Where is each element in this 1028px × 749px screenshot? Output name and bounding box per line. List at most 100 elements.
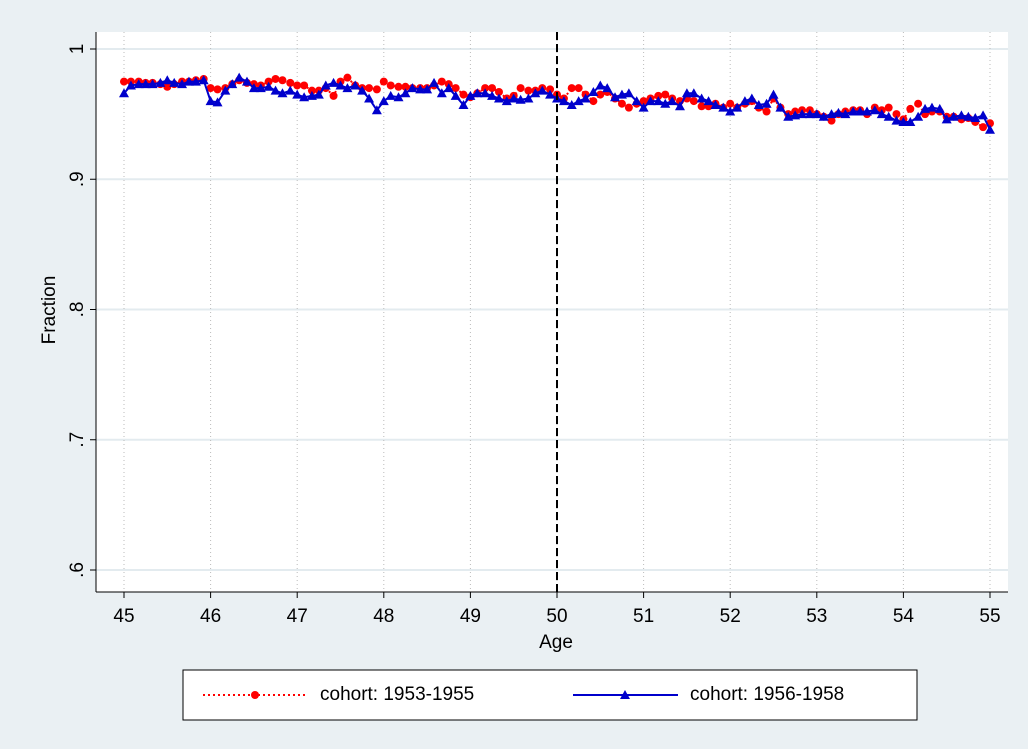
point bbox=[436, 88, 447, 98]
point bbox=[524, 86, 533, 95]
plot-region bbox=[96, 32, 1008, 592]
point bbox=[277, 88, 288, 98]
point bbox=[328, 77, 339, 87]
point bbox=[264, 77, 273, 86]
point bbox=[357, 85, 368, 95]
y-tick-label: .7 bbox=[67, 432, 88, 448]
point bbox=[307, 86, 316, 95]
point bbox=[905, 116, 916, 126]
point bbox=[725, 106, 736, 116]
point bbox=[797, 109, 808, 119]
point bbox=[639, 97, 648, 106]
point bbox=[567, 84, 576, 93]
point bbox=[811, 109, 822, 119]
point bbox=[827, 116, 836, 125]
point bbox=[898, 116, 909, 126]
point bbox=[415, 84, 426, 94]
point bbox=[140, 79, 151, 89]
point bbox=[926, 102, 937, 112]
point bbox=[732, 102, 743, 112]
point bbox=[401, 82, 410, 91]
point bbox=[220, 85, 231, 95]
point bbox=[914, 99, 923, 108]
point bbox=[558, 96, 569, 106]
point bbox=[248, 83, 259, 93]
point bbox=[515, 94, 526, 104]
point bbox=[292, 89, 303, 99]
point bbox=[545, 89, 556, 99]
point bbox=[183, 76, 194, 86]
point bbox=[573, 96, 584, 106]
point bbox=[163, 82, 172, 91]
point bbox=[726, 99, 735, 108]
x-tick-label: 48 bbox=[373, 606, 394, 627]
x-tick-label: 55 bbox=[979, 606, 1000, 627]
point bbox=[300, 81, 309, 90]
point bbox=[212, 97, 223, 107]
point bbox=[335, 80, 346, 90]
point bbox=[255, 83, 266, 93]
point bbox=[371, 105, 382, 115]
point bbox=[365, 84, 374, 93]
x-tick-label: 49 bbox=[460, 606, 481, 627]
point bbox=[979, 123, 988, 132]
point bbox=[169, 77, 180, 87]
point bbox=[385, 90, 396, 100]
point bbox=[970, 113, 981, 123]
point bbox=[941, 114, 952, 124]
point bbox=[948, 111, 959, 121]
point bbox=[631, 96, 642, 106]
point bbox=[205, 96, 216, 106]
point bbox=[876, 109, 887, 119]
point bbox=[120, 77, 128, 86]
y-axis-title: Fraction bbox=[39, 276, 60, 345]
point bbox=[848, 106, 859, 116]
point bbox=[343, 73, 352, 82]
point bbox=[978, 110, 989, 120]
point bbox=[493, 93, 504, 103]
x-tick-label: 53 bbox=[806, 606, 827, 627]
point bbox=[891, 115, 902, 125]
y-tick-label: .9 bbox=[67, 171, 88, 187]
point bbox=[661, 90, 670, 99]
point bbox=[155, 77, 166, 87]
point bbox=[869, 105, 880, 115]
point bbox=[654, 91, 663, 100]
point bbox=[762, 107, 771, 116]
point bbox=[645, 96, 656, 106]
point bbox=[450, 90, 461, 100]
point bbox=[883, 111, 894, 121]
x-tick-label: 54 bbox=[893, 606, 915, 627]
point bbox=[620, 690, 630, 699]
x-tick-label: 45 bbox=[113, 606, 134, 627]
point bbox=[667, 96, 678, 106]
point bbox=[516, 84, 525, 93]
point bbox=[394, 82, 403, 91]
point bbox=[393, 92, 404, 102]
point bbox=[718, 102, 729, 112]
point bbox=[617, 99, 626, 108]
point bbox=[537, 85, 548, 95]
point bbox=[480, 88, 491, 98]
legend-label: cohort: 1956-1958 bbox=[690, 684, 844, 705]
point bbox=[546, 85, 555, 94]
x-tick-label: 50 bbox=[546, 606, 567, 627]
point bbox=[985, 124, 995, 134]
point bbox=[320, 80, 331, 90]
point bbox=[190, 76, 201, 86]
x-tick-label: 46 bbox=[200, 606, 221, 627]
point bbox=[162, 75, 173, 85]
point bbox=[753, 100, 764, 110]
point bbox=[285, 85, 296, 95]
point bbox=[407, 83, 418, 93]
point bbox=[278, 76, 287, 85]
point bbox=[494, 87, 503, 96]
point bbox=[884, 103, 893, 112]
point bbox=[674, 101, 685, 111]
point bbox=[422, 84, 433, 94]
point bbox=[458, 100, 469, 110]
point bbox=[213, 85, 222, 94]
point bbox=[530, 88, 541, 98]
point bbox=[487, 90, 498, 100]
point bbox=[372, 85, 381, 94]
